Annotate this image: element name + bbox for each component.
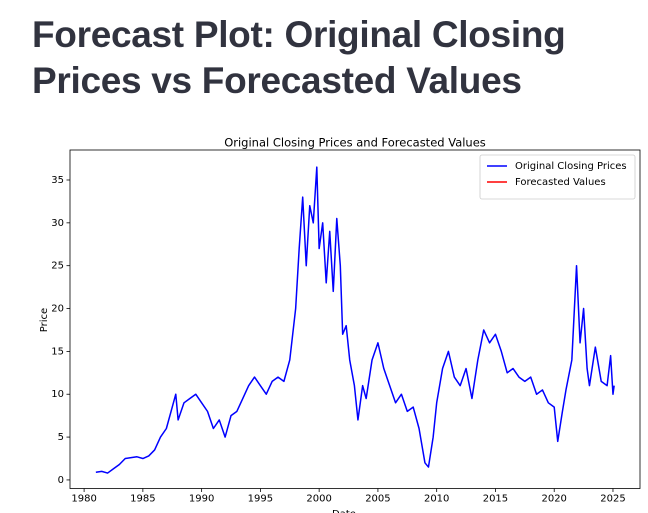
x-tick-label: 2020 — [541, 494, 566, 505]
y-tick-label: 35 — [51, 175, 64, 186]
y-tick-label: 25 — [51, 261, 64, 272]
page-title: Forecast Plot: Original Closing Prices v… — [32, 14, 566, 101]
y-tick-label: 20 — [51, 304, 64, 315]
y-axis-label: Price — [39, 308, 50, 332]
plot-frame — [69, 149, 641, 489]
chart-title: Original Closing Prices and Forecasted V… — [224, 136, 486, 150]
y-tick-label: 10 — [51, 389, 64, 400]
x-tick-label: 2015 — [483, 494, 508, 505]
x-tick-label: 2025 — [600, 494, 625, 505]
x-tick-label: 1980 — [71, 494, 96, 505]
x-tick-label: 2010 — [424, 494, 449, 505]
x-tick-label: 1985 — [130, 494, 155, 505]
legend-label: Original Closing Prices — [515, 161, 627, 172]
x-axis-label: Date — [332, 509, 356, 513]
x-tick-label: 2005 — [365, 494, 390, 505]
x-tick-label: 2000 — [306, 494, 331, 505]
series-line — [95, 166, 615, 474]
y-tick-label: 15 — [51, 346, 64, 357]
y-tick-label: 30 — [51, 218, 64, 229]
y-tick-label: 5 — [58, 432, 64, 443]
x-tick-label: 1995 — [248, 494, 273, 505]
legend-label: Forecasted Values — [515, 177, 606, 188]
legend-box — [479, 154, 636, 200]
y-tick-label: 0 — [58, 475, 64, 486]
x-tick-label: 1990 — [189, 494, 214, 505]
